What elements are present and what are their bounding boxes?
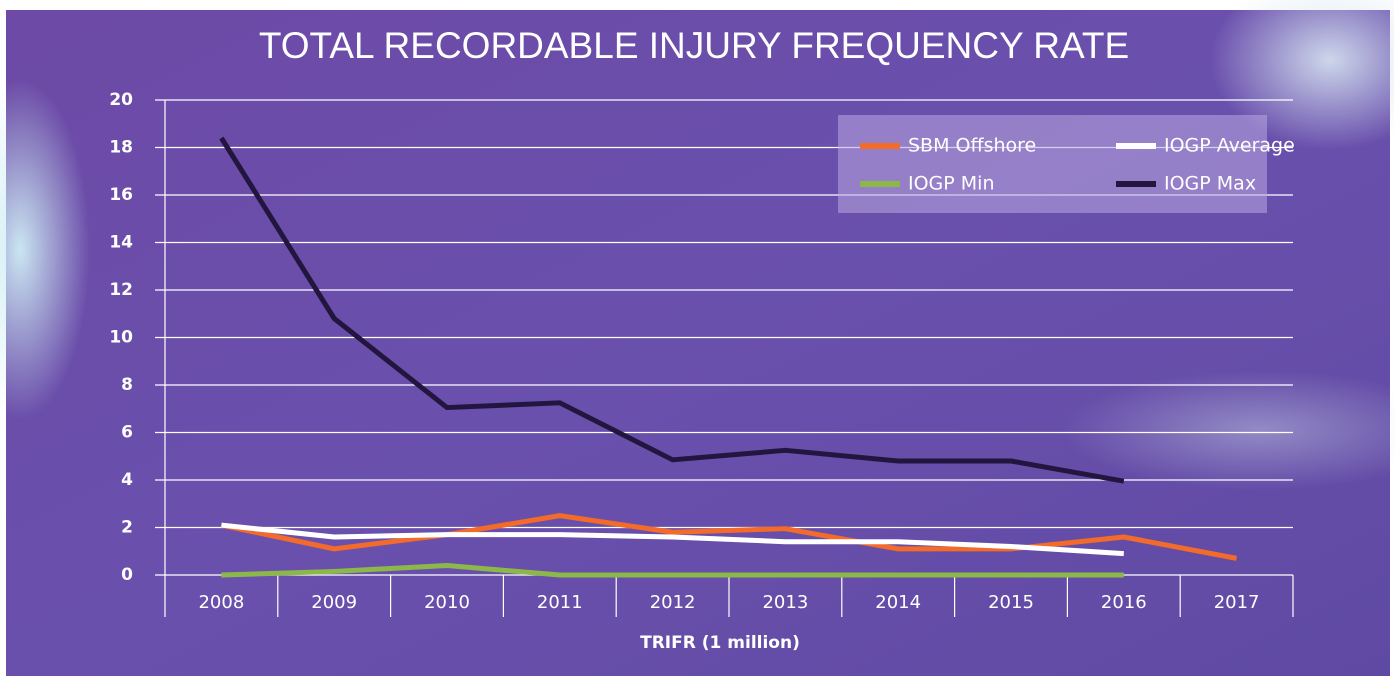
series-line <box>220 513 1238 561</box>
y-tick-label: 10 <box>109 328 133 348</box>
grid <box>155 99 1293 576</box>
legend: SBM Offshore IOGP Average IOGP Min IOGP Max <box>838 115 1295 213</box>
series-line <box>219 136 1125 484</box>
x-tick-label: 2015 <box>988 592 1034 613</box>
y-tick-label: 14 <box>109 233 133 253</box>
lines <box>219 136 1238 578</box>
y-tick-label: 0 <box>121 565 133 585</box>
x-tick-label: 2016 <box>1101 592 1147 613</box>
x-tick-label: 2012 <box>650 592 696 613</box>
chart-title: TOTAL RECORDABLE INJURY FREQUENCY RATE <box>259 25 1129 66</box>
x-tick-label: 2017 <box>1214 592 1260 613</box>
y-tick-label: 18 <box>109 138 133 158</box>
y-tick-label: 4 <box>121 470 133 490</box>
x-tick-label: 2010 <box>424 592 470 613</box>
x-tick-label: 2011 <box>537 592 583 613</box>
x-tick-label: 2014 <box>875 592 921 613</box>
y-tick-label: 6 <box>121 423 133 443</box>
y-tick-label: 16 <box>109 185 133 205</box>
legend-label: SBM Offshore <box>908 135 1036 157</box>
y-tick-label: 2 <box>121 518 133 538</box>
y-tick-label: 8 <box>121 375 133 395</box>
axes: 0 2 4 6 8 10 12 14 16 18 20 2008 2009 2010 2011 2012 201… <box>109 90 1294 617</box>
x-axis-label: TRIFR (1 million) <box>640 633 800 653</box>
background-glow <box>1060 370 1394 490</box>
legend-box <box>838 115 1267 213</box>
x-tick-label: 2013 <box>762 592 808 613</box>
x-tick-label: 2008 <box>198 592 244 613</box>
y-tick-label: 12 <box>109 280 133 300</box>
series-line <box>221 563 1124 578</box>
series-line <box>221 522 1124 557</box>
x-tick-label: 2009 <box>311 592 357 613</box>
background-glow <box>1210 0 1394 150</box>
legend-label: IOGP Max <box>1164 173 1256 195</box>
y-tick-label: 20 <box>109 90 133 110</box>
legend-label: IOGP Min <box>908 173 995 195</box>
legend-label: IOGP Average <box>1164 135 1295 157</box>
background-glow <box>0 80 90 420</box>
